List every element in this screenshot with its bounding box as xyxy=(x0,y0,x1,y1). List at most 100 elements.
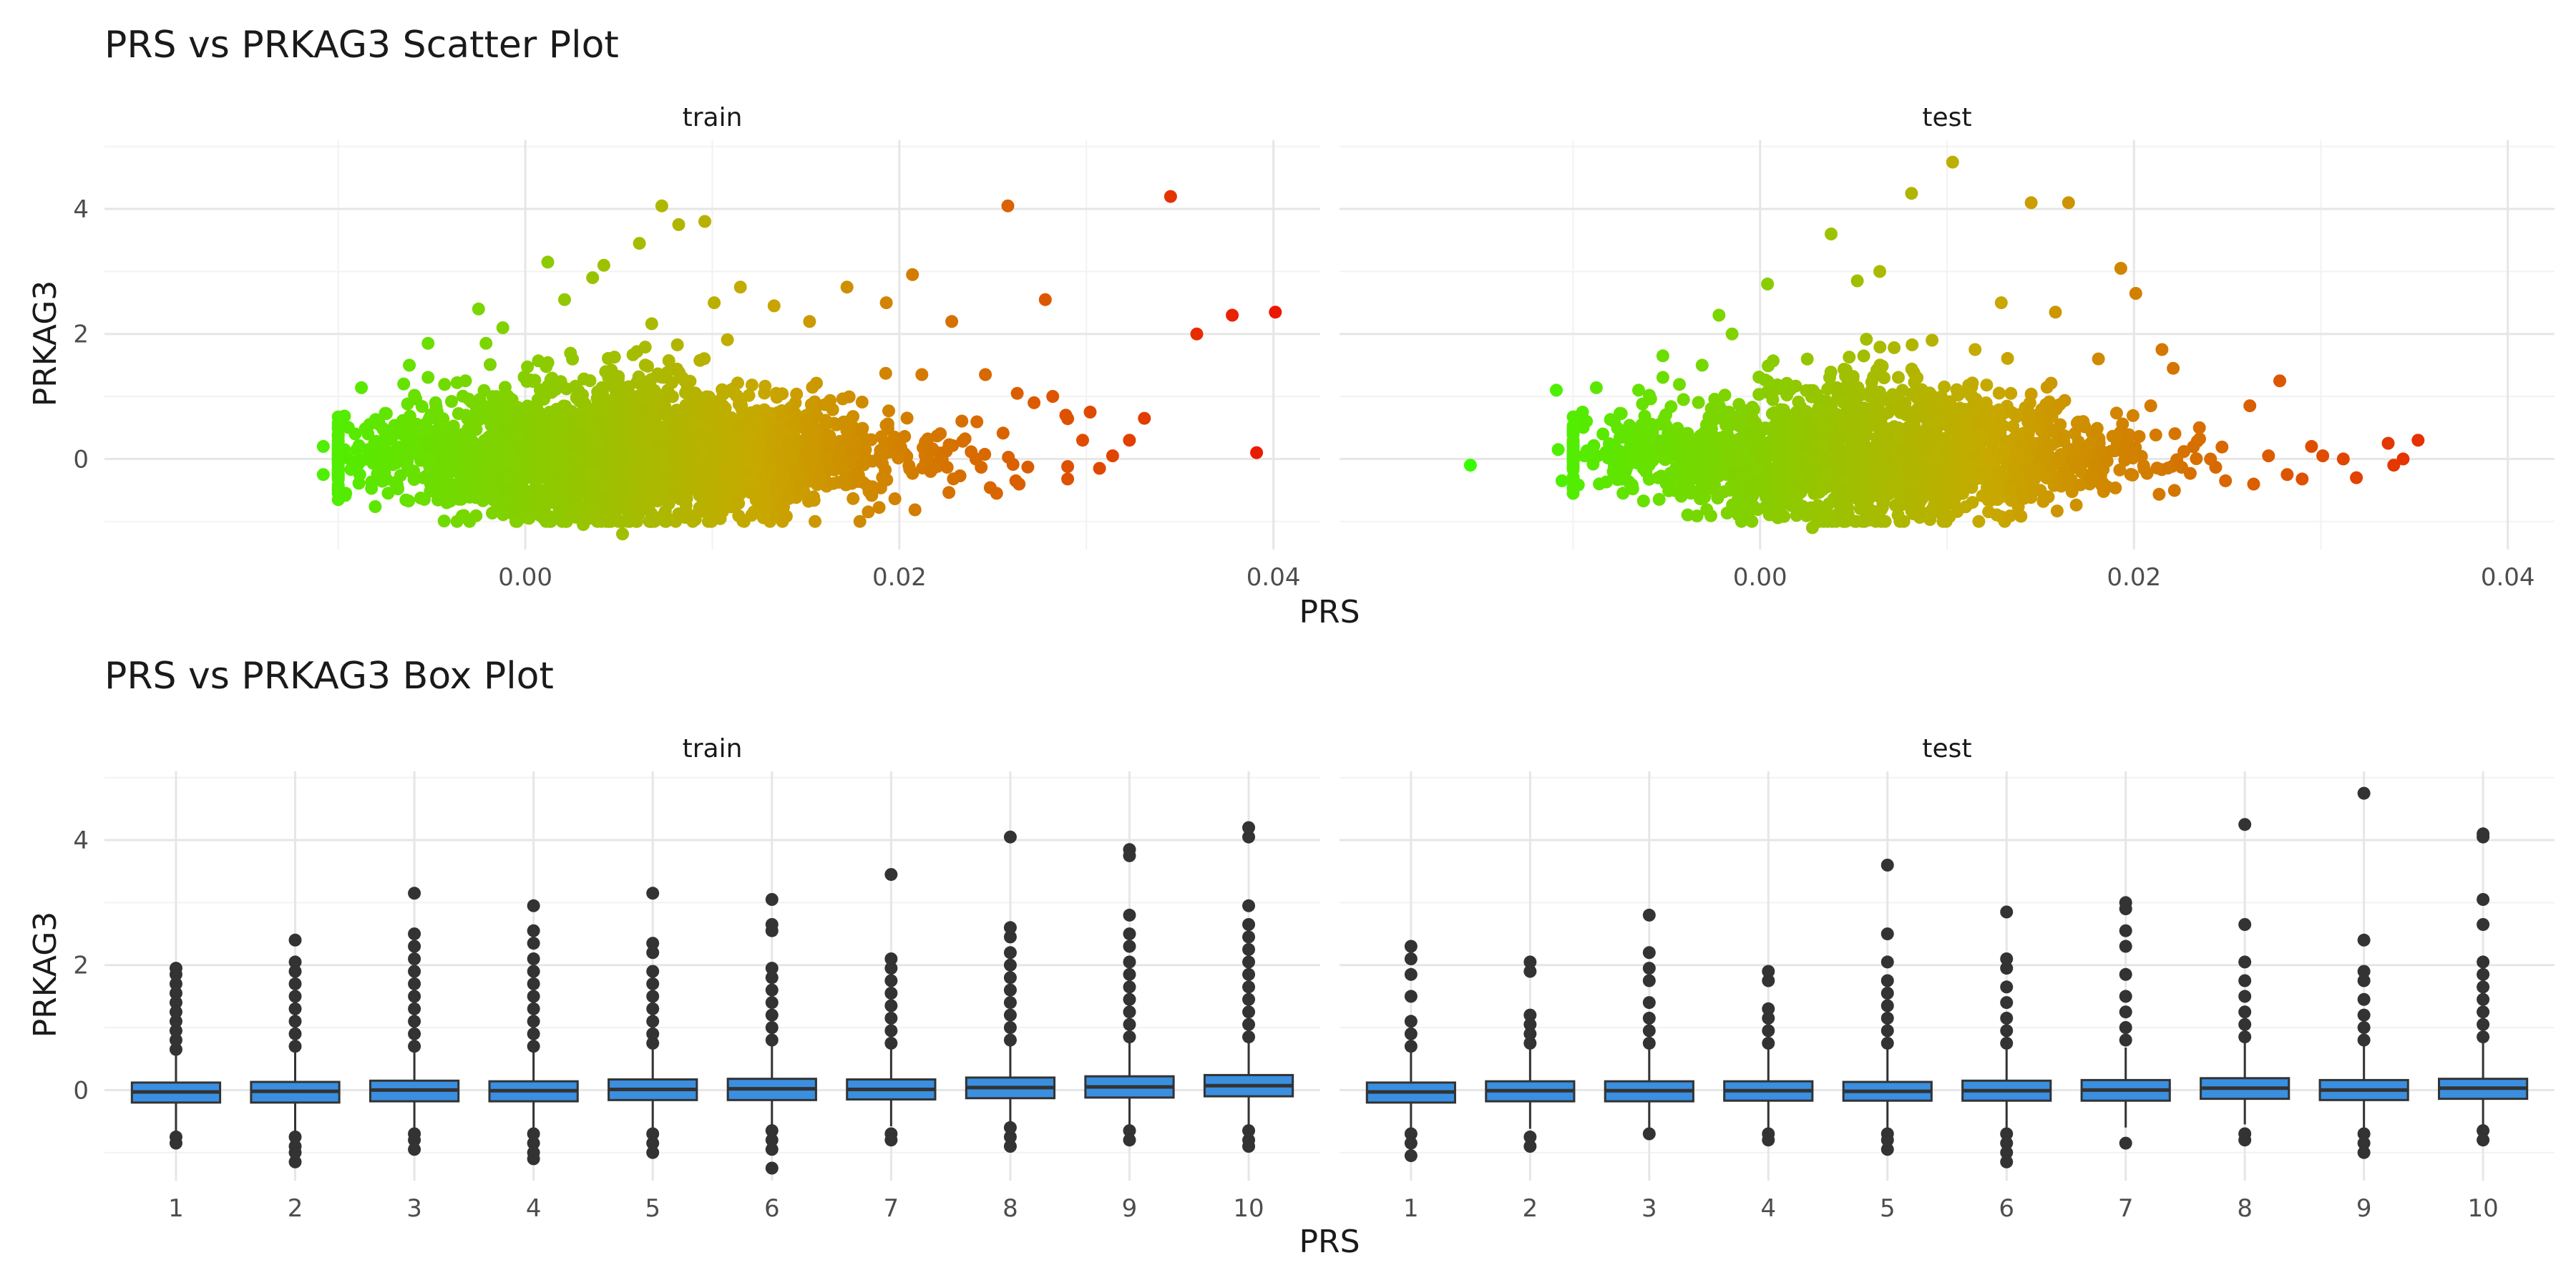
scatter-point xyxy=(1978,429,1991,443)
scatter-point xyxy=(1013,477,1026,491)
scatter-point xyxy=(773,464,786,477)
scatter-point xyxy=(565,404,578,418)
box-outlier xyxy=(408,1133,421,1147)
scatter-point xyxy=(728,441,742,454)
box-outlier xyxy=(169,962,182,975)
scatter-point xyxy=(555,431,568,444)
scatter-point xyxy=(674,444,688,457)
box-outlier xyxy=(408,1015,421,1028)
box-outlier xyxy=(288,1015,302,1028)
scatter-point xyxy=(608,351,621,364)
scatter-plot-title: PRS vs PRKAG3 Scatter Plot xyxy=(104,24,619,67)
scatter-point xyxy=(1163,190,1177,203)
scatter-point xyxy=(512,403,526,416)
scatter-point xyxy=(856,421,869,435)
scatter-point xyxy=(758,386,771,400)
scatter-point xyxy=(996,426,1010,440)
scatter-point xyxy=(402,494,416,508)
x-tick-label: 8 xyxy=(2237,1194,2253,1223)
scatter-point xyxy=(531,393,545,406)
scatter-point xyxy=(803,315,816,328)
scatter-point xyxy=(1794,501,1807,514)
scatter-point xyxy=(656,450,670,464)
box-outlier xyxy=(765,1008,779,1022)
box-outlier xyxy=(1123,992,1136,1006)
box-outlier xyxy=(1003,1130,1017,1143)
scatter-point xyxy=(1823,469,1836,482)
panel-background xyxy=(104,771,1320,1181)
box-outlier xyxy=(1404,1136,1418,1150)
box-outlier xyxy=(1123,1018,1136,1031)
scatter-point xyxy=(1657,451,1670,464)
scatter-point xyxy=(1801,472,1815,485)
box-outlier xyxy=(1880,1024,1894,1038)
scatter-point xyxy=(2034,445,2048,459)
scatter-point xyxy=(652,437,665,451)
box-outlier xyxy=(1123,1124,1136,1138)
scatter-y-axis-title: PRKAG3 xyxy=(27,280,64,407)
box-outlier xyxy=(169,996,182,1010)
scatter-point xyxy=(942,438,956,452)
box-outlier xyxy=(1762,974,1775,987)
box-outlier xyxy=(765,962,779,975)
scatter-point xyxy=(881,417,894,431)
x-tick-label: 7 xyxy=(2118,1194,2134,1223)
scatter-point xyxy=(1635,418,1649,431)
box-outlier xyxy=(884,1036,898,1050)
scatter-point xyxy=(1892,371,1905,384)
x-tick-label: 2 xyxy=(1523,1194,1538,1223)
box-outlier xyxy=(2238,990,2252,1003)
scatter-point xyxy=(1566,480,1580,494)
scatter-point xyxy=(541,255,555,269)
scatter-point xyxy=(804,398,818,411)
scatter-point xyxy=(649,470,663,484)
scatter-point xyxy=(501,389,514,403)
scatter-point xyxy=(511,482,525,496)
box-outlier xyxy=(1242,967,1256,981)
box-outlier xyxy=(288,933,302,947)
scatter-point xyxy=(545,386,558,399)
box-outlier xyxy=(527,924,540,937)
scatter-point xyxy=(1878,514,1892,528)
scatter-point xyxy=(1737,471,1750,484)
box-outlier xyxy=(1123,967,1136,981)
scatter-point xyxy=(1983,455,1996,468)
scatter-point xyxy=(1738,502,1752,516)
box-outlier xyxy=(408,1143,421,1156)
scatter-point xyxy=(1800,461,1814,474)
box-outlier xyxy=(1880,1143,1894,1156)
scatter-point xyxy=(1873,265,1886,278)
scatter-point xyxy=(711,447,724,461)
scatter-point xyxy=(1083,405,1097,419)
scatter-point xyxy=(1624,443,1637,457)
box-outlier xyxy=(527,977,540,990)
scatter-point xyxy=(522,512,536,525)
scatter-point xyxy=(2167,361,2180,375)
scatter-point xyxy=(2305,439,2318,453)
scatter-point xyxy=(1664,400,1678,414)
scatter-point xyxy=(1950,383,1963,396)
scatter-point xyxy=(616,527,629,541)
scatter-point xyxy=(2050,504,2064,518)
scatter-point xyxy=(517,371,531,384)
scatter-point xyxy=(1946,406,1960,420)
box-outlier xyxy=(1404,952,1418,965)
scatter-point xyxy=(781,436,794,449)
scatter-point xyxy=(1890,421,1903,435)
scatter-point xyxy=(1992,386,2006,400)
box-outlier xyxy=(1242,992,1256,1006)
scatter-point xyxy=(582,413,595,426)
scatter-point xyxy=(1875,359,1889,373)
scatter-point xyxy=(456,445,469,459)
scatter-point xyxy=(1269,306,1282,319)
scatter-point xyxy=(956,434,970,448)
scatter-point xyxy=(1980,379,1994,392)
scatter-point xyxy=(767,299,781,313)
panel-background xyxy=(1340,771,2555,1181)
box-outlier xyxy=(765,1124,779,1138)
scatter-point xyxy=(1010,386,1024,400)
scatter-point xyxy=(716,434,730,448)
scatter-point xyxy=(1106,449,1119,462)
scatter-point xyxy=(784,447,798,460)
scatter-point xyxy=(672,507,686,520)
